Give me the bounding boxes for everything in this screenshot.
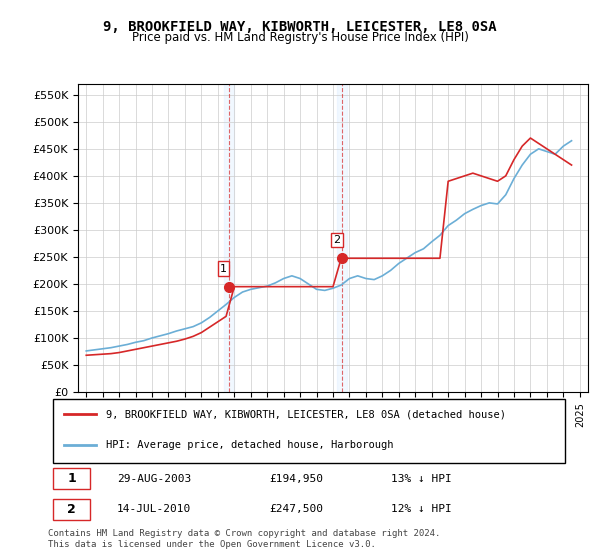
Text: 9, BROOKFIELD WAY, KIBWORTH, LEICESTER, LE8 0SA (detached house): 9, BROOKFIELD WAY, KIBWORTH, LEICESTER, … (106, 409, 506, 419)
Text: 9, BROOKFIELD WAY, KIBWORTH, LEICESTER, LE8 0SA: 9, BROOKFIELD WAY, KIBWORTH, LEICESTER, … (103, 20, 497, 34)
Text: 1: 1 (67, 472, 76, 485)
FancyBboxPatch shape (53, 468, 90, 489)
Text: 2: 2 (334, 235, 341, 245)
Text: Price paid vs. HM Land Registry's House Price Index (HPI): Price paid vs. HM Land Registry's House … (131, 31, 469, 44)
FancyBboxPatch shape (53, 499, 90, 520)
FancyBboxPatch shape (53, 399, 565, 464)
Text: £194,950: £194,950 (270, 474, 324, 484)
Text: 29-AUG-2003: 29-AUG-2003 (116, 474, 191, 484)
Text: Contains HM Land Registry data © Crown copyright and database right 2024.
This d: Contains HM Land Registry data © Crown c… (48, 529, 440, 549)
Text: £247,500: £247,500 (270, 505, 324, 515)
Text: 13% ↓ HPI: 13% ↓ HPI (391, 474, 452, 484)
Text: 2: 2 (67, 503, 76, 516)
Text: 12% ↓ HPI: 12% ↓ HPI (391, 505, 452, 515)
Text: HPI: Average price, detached house, Harborough: HPI: Average price, detached house, Harb… (106, 440, 394, 450)
Bar (224, 84, 233, 392)
Text: 1: 1 (220, 264, 227, 273)
Text: 14-JUL-2010: 14-JUL-2010 (116, 505, 191, 515)
Bar (337, 84, 347, 392)
